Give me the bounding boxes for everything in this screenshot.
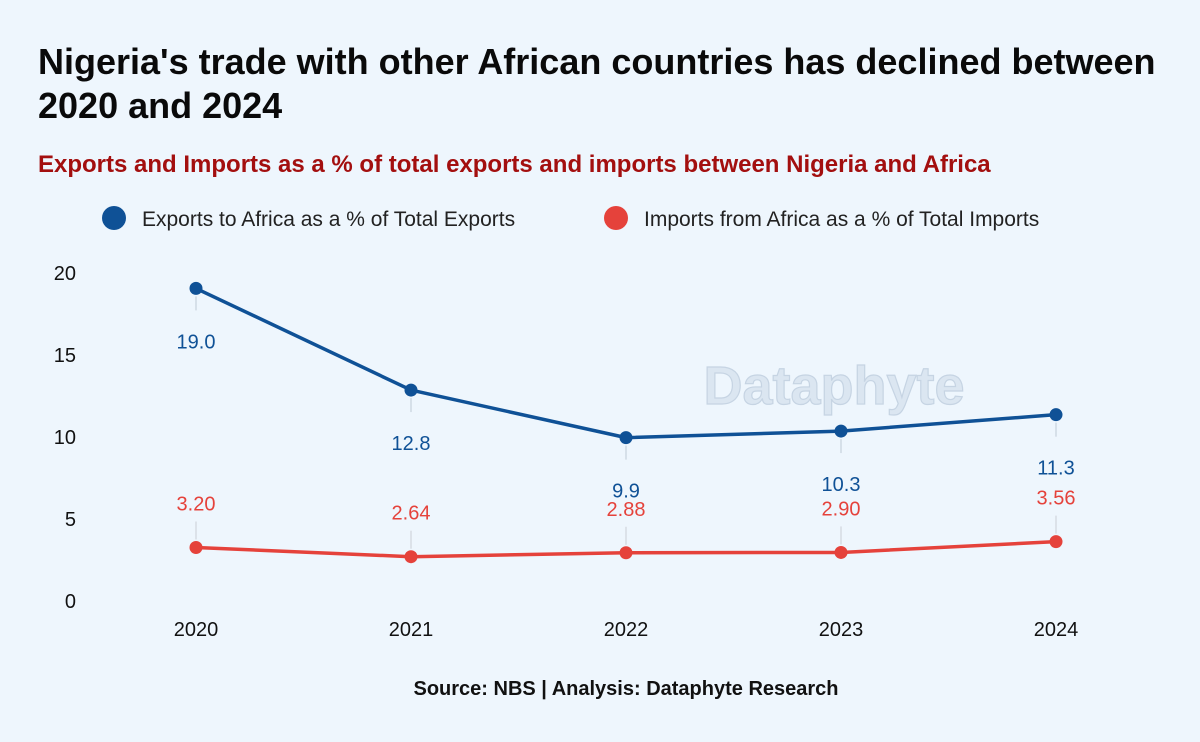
imports-data-label-2023: 2.90 bbox=[822, 498, 861, 520]
exports-data-label-2022: 9.9 bbox=[612, 481, 640, 503]
x-tick-label: 2020 bbox=[174, 619, 219, 641]
imports-data-label-2022: 2.88 bbox=[607, 499, 646, 521]
watermark-logo: Dataphyte bbox=[703, 356, 964, 416]
exports-point-2023 bbox=[834, 424, 848, 438]
legend-label-exports: Exports to Africa as a % of Total Export… bbox=[142, 208, 515, 231]
exports-point-2022 bbox=[619, 431, 633, 445]
imports-point-2021 bbox=[404, 550, 418, 564]
exports-data-label-2023: 10.3 bbox=[822, 474, 861, 496]
imports-point-2020 bbox=[189, 541, 203, 555]
chart-subtitle: Exports and Imports as a % of total expo… bbox=[38, 151, 991, 178]
y-tick-label: 10 bbox=[54, 427, 76, 449]
imports-point-2023 bbox=[834, 545, 848, 559]
exports-data-label-2020: 19.0 bbox=[177, 331, 216, 353]
x-tick-label: 2024 bbox=[1034, 619, 1079, 641]
exports-point-2021 bbox=[404, 383, 418, 397]
y-tick-label: 5 bbox=[65, 509, 76, 531]
legend-marker-exports bbox=[102, 206, 126, 230]
source-note: Source: NBS | Analysis: Dataphyte Resear… bbox=[413, 678, 839, 700]
legend-label-imports: Imports from Africa as a % of Total Impo… bbox=[644, 208, 1039, 231]
exports-point-2024 bbox=[1049, 408, 1063, 422]
imports-data-label-2024: 3.56 bbox=[1037, 488, 1076, 510]
y-tick-label: 15 bbox=[54, 345, 76, 367]
exports-data-label-2021: 12.8 bbox=[392, 433, 431, 455]
imports-data-label-2020: 3.20 bbox=[177, 494, 216, 516]
y-tick-label: 20 bbox=[54, 263, 76, 285]
x-tick-label: 2022 bbox=[604, 619, 649, 641]
exports-data-label-2024: 11.3 bbox=[1037, 458, 1074, 480]
imports-point-2022 bbox=[619, 546, 633, 560]
imports-data-label-2021: 2.64 bbox=[392, 503, 431, 525]
x-tick-label: 2021 bbox=[389, 619, 434, 641]
imports-point-2024 bbox=[1049, 535, 1063, 549]
x-tick-label: 2023 bbox=[819, 619, 864, 641]
legend-marker-imports bbox=[604, 206, 628, 230]
exports-point-2020 bbox=[189, 281, 203, 295]
chart-title: Nigeria's trade with other African count… bbox=[38, 41, 1156, 126]
y-tick-label: 0 bbox=[65, 591, 76, 613]
